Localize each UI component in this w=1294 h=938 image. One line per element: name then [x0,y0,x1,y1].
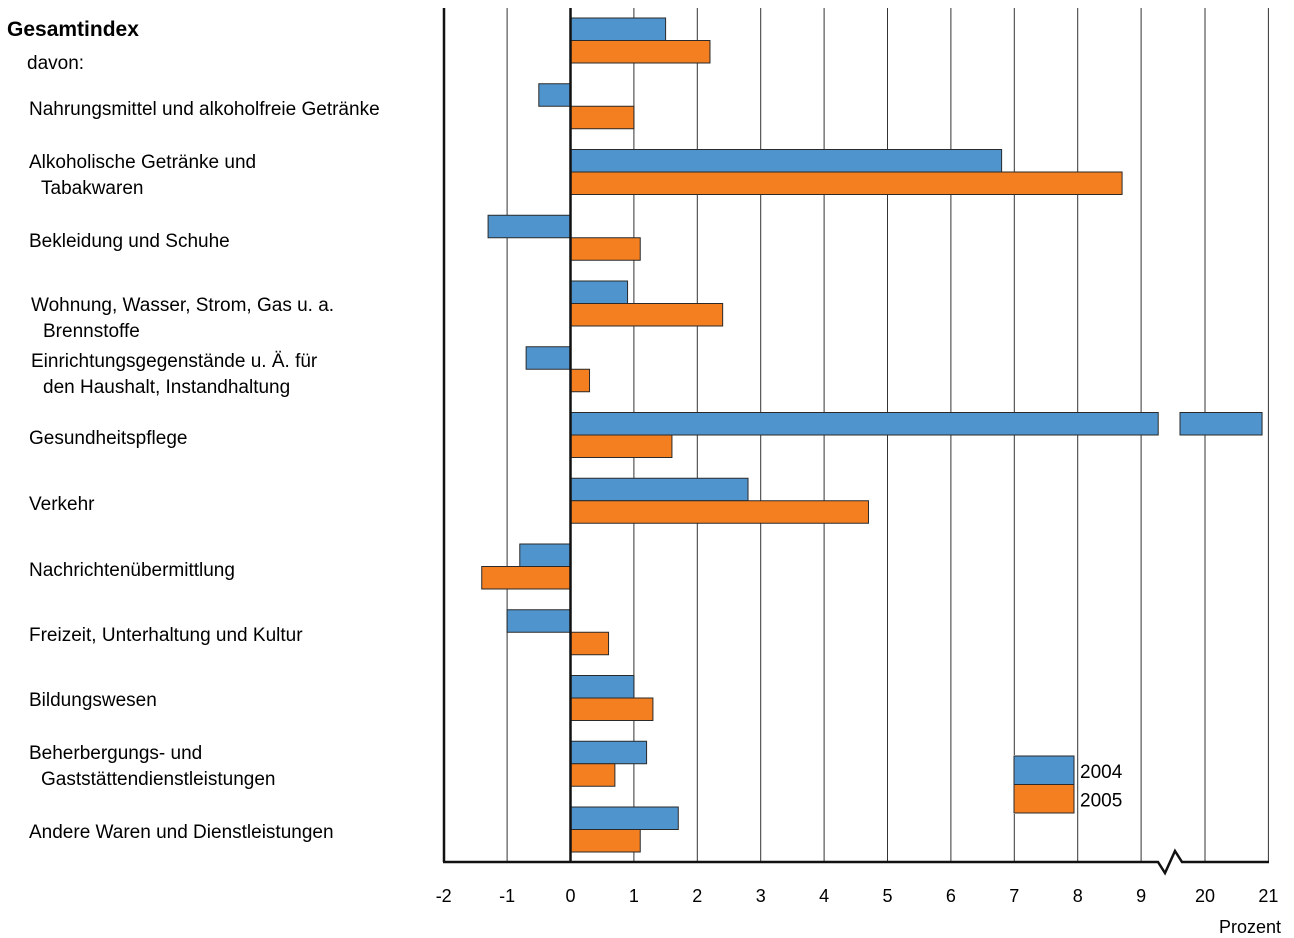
bar-2004 [487,214,571,239]
category-label: Einrichtungsgegenstände u. Ä. für [31,351,318,372]
bar-2004 [570,740,648,765]
category-label: Nahrungsmittel und alkoholfreie Getränke [29,99,380,120]
category-label: Andere Waren und Dienstleistungen [29,822,334,843]
x-axis-label: Prozent [1219,917,1281,937]
x-tick-label: 1 [629,886,639,906]
x-tick-label: 20 [1195,886,1215,906]
bar-2004 [570,675,635,699]
bar-2005 [570,368,591,393]
x-tick-label: 6 [946,886,956,906]
category-label: Gaststättendienstleistungen [41,769,276,790]
x-tick-label: 21 [1258,886,1278,906]
legend-swatch-2004 [1013,755,1075,785]
x-tick-label: 7 [1009,886,1019,906]
category-label: Alkoholische Getränke und [29,152,256,173]
x-tick-label: 3 [756,886,766,906]
bar-2004 [525,346,571,370]
bar-2004 [519,543,572,567]
bar-2005 [570,763,616,787]
bar-2005 [570,434,673,458]
category-label: Bekleidung und Schuhe [29,231,230,252]
bar-2005 [570,500,869,524]
bar-2004 [570,806,679,830]
bar-2004 [570,477,749,502]
x-tick-label: 4 [819,886,829,906]
bar-2005 [570,303,724,327]
x-tick-label: 9 [1136,886,1146,906]
category-label: Brennstoffe [43,321,140,342]
bar-2004 [570,280,629,304]
bar-2004 [570,149,1003,173]
x-tick-label: -2 [436,886,452,906]
chart-title: Gesamtindex [7,18,139,41]
category-label: Nachrichtenübermittlung [29,560,235,581]
bar-2004 [570,17,667,41]
bar-2005 [570,171,1123,195]
category-label: den Haushalt, Instandhaltung [43,377,290,398]
legend-label: 2005 [1080,791,1122,812]
bar-2005 [570,631,610,656]
x-tick-label: 8 [1073,886,1083,906]
bar-2005 [481,566,571,590]
x-tick-label: 2 [692,886,702,906]
bar-2004 [506,609,572,633]
category-label: Bildungswesen [29,690,157,711]
bar-2005 [570,105,635,130]
bar-2004-continued [1179,412,1263,436]
legend-label: 2004 [1080,762,1123,783]
category-label: Beherbergungs- und [29,743,202,764]
category-label: Freizeit, Unterhaltung und Kultur [29,625,303,646]
category-label: Verkehr [29,494,95,515]
x-tick-label: -1 [499,886,515,906]
chart-subtitle: davon: [27,53,84,74]
category-label: Gesundheitspflege [29,428,187,449]
bar-2005 [570,697,654,721]
x-tick-label: 5 [882,886,892,906]
bar-2004 [570,412,1159,436]
bar-2005 [570,829,641,853]
x-tick-label: 0 [565,886,575,906]
bar-2005 [570,40,711,64]
bar-2005 [570,237,641,261]
category-label: Wohnung, Wasser, Strom, Gas u. a. [31,295,334,316]
category-label: Tabakwaren [41,178,143,199]
bar-2004 [538,83,571,107]
x-axis-line [443,848,1269,876]
legend-swatch-2005 [1013,784,1075,814]
